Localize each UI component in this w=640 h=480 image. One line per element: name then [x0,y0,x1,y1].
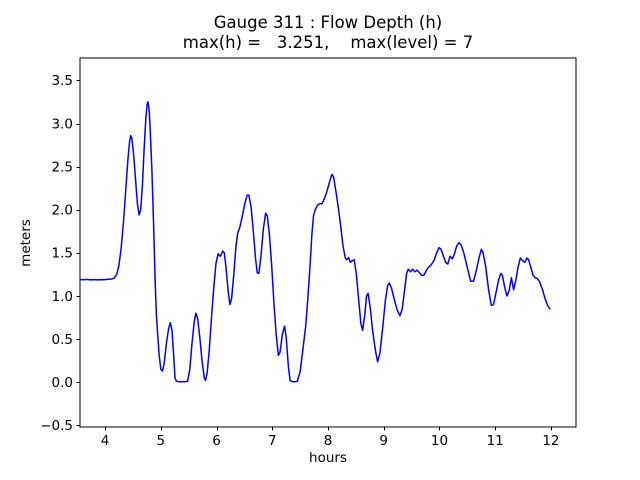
chart-title-block: Gauge 311 : Flow Depth (h) max(h) = 3.25… [80,13,576,53]
y-tick-label: 0.0 [52,375,73,391]
y-tick-label: −0.5 [40,418,73,434]
y-tick-label: 1.5 [52,246,73,262]
y-tick-label: 2.5 [52,159,73,175]
y-tick-label: 0.5 [52,332,73,348]
y-tick-label: 2.0 [52,203,73,219]
data-line-h [79,101,551,383]
x-tick-label: 12 [542,433,559,449]
x-tick-label: 8 [324,433,333,449]
x-tick-label: 5 [157,433,166,449]
y-axis-label: meters [18,219,34,267]
chart-title: Gauge 311 : Flow Depth (h) [213,13,443,32]
x-tick-label: 6 [212,433,221,449]
x-tick-label: 9 [379,433,388,449]
x-tick-label: 7 [268,433,277,449]
x-axis-label: hours [309,450,347,466]
x-tick-label: 4 [101,433,110,449]
y-tick-label: 3.5 [52,73,73,89]
y-tick-label: 3.0 [52,116,73,132]
x-tick-label: 11 [487,433,504,449]
chart-subtitle: max(h) = 3.251, max(level) = 7 [182,33,474,52]
y-tick-label: 1.0 [52,289,73,305]
x-tick-label: 10 [431,433,448,449]
